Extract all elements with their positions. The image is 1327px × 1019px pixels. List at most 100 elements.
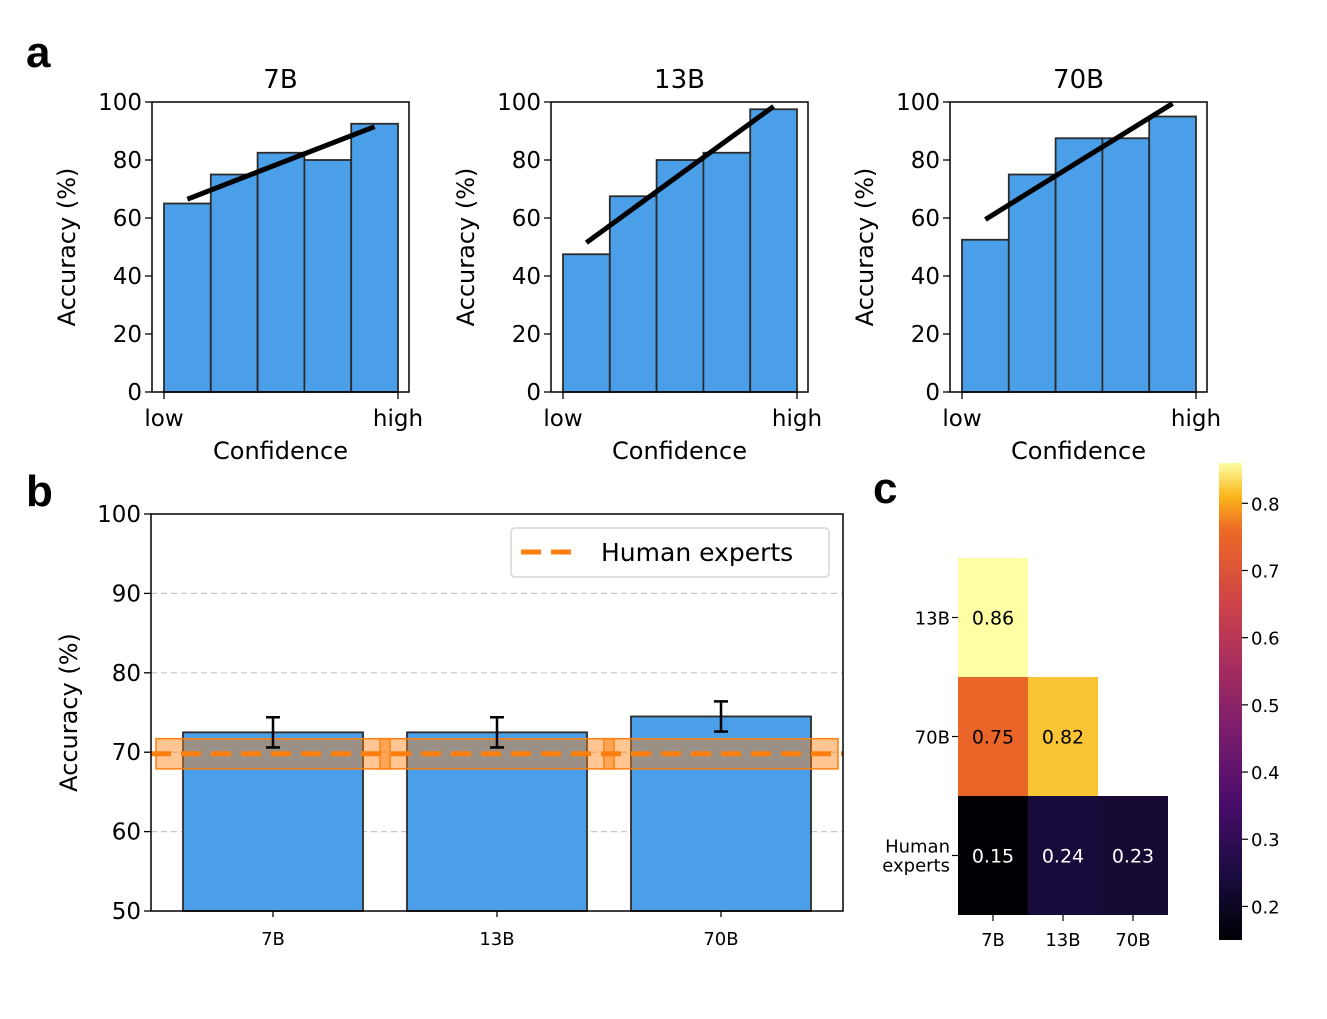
y-axis-label: Accuracy (%) [53,168,81,327]
y-tick-label: 0 [526,380,541,406]
x-tick-label-low: low [942,406,981,432]
y-tick-label: 80 [911,148,940,174]
y-tick-label: 90 [112,581,141,607]
colorbar [1219,463,1242,940]
legend: Human experts [510,527,830,578]
y-tick-label: 40 [911,264,940,290]
y-tick-label: 40 [512,264,541,290]
heatmap-cell-label: 0.15 [972,846,1014,868]
x-tick-label-low: low [543,406,582,432]
y-tick-label: 80 [112,661,141,687]
y-axis-label: Accuracy (%) [55,633,83,792]
bar-bin5 [749,108,798,393]
y-tick-label: 80 [113,148,142,174]
heatmap-cell [1028,796,1098,915]
legend-label: Human experts [601,538,793,567]
heatmap-cell-label: 0.24 [1042,846,1084,868]
y-tick-label: 100 [497,90,541,116]
heatmap-cell-label: 0.82 [1042,727,1084,749]
y-axis-label: Accuracy (%) [851,168,879,327]
y-tick-label: 60 [113,206,142,232]
colorbar-tick-label: 0.4 [1251,763,1280,784]
trend-line [984,101,1174,222]
bar-bin3 [655,159,705,393]
y-axis-label: Accuracy (%) [452,168,480,327]
colorbar-tick-label: 0.7 [1251,561,1280,582]
y-tick-label: 20 [911,322,940,348]
bar-bin2 [209,173,259,393]
y-tick-label: 70 [112,740,141,766]
bar-bin1 [961,238,1010,393]
bar-bin3 [1054,137,1104,393]
x-tick-label-high: high [373,406,423,432]
trend-line [186,124,376,202]
col-label: 7B [981,930,1005,951]
y-tick-label: 20 [113,322,142,348]
panel-letter-c: c [873,464,897,513]
panel-letter-a: a [26,28,51,77]
x-tick-label-low: low [144,406,183,432]
bar-bin4 [303,159,353,393]
y-tick-label: 0 [925,380,940,406]
legend-box [510,527,830,578]
row-label-line2: experts [882,856,950,877]
axes-frame [949,101,1208,393]
y-tick-label: 60 [112,820,141,846]
colorbar-tick-label: 0.5 [1251,696,1280,717]
heatmap-cell [958,677,1028,796]
y-tick-label: 100 [896,90,940,116]
bar-bin5 [1148,115,1197,393]
x-tick-label-high: high [1171,406,1221,432]
y-tick-label: 100 [97,502,141,528]
axes-frame [151,101,410,393]
axes-frame [550,101,809,393]
x-axis-label: Confidence [213,437,348,465]
subplot-7B: 0 20 40 60 80 100 low high 7B Confidence Accuracy … [53,65,423,465]
bar-70B [630,715,812,912]
bar-bin2 [1007,173,1057,393]
x-tick-label-13B: 13B [479,929,514,950]
axes-frame [150,513,844,912]
x-tick-label-70B: 70B [703,929,738,950]
bar-13B [406,731,588,912]
x-axis-label: Confidence [612,437,747,465]
bar-bin4 [1101,137,1151,393]
bar-bin3 [256,151,306,393]
bar-bin5 [350,122,399,393]
subplot-title: 13B [654,65,705,95]
heatmap-cell [1028,677,1098,796]
heatmap-cell [958,796,1028,915]
y-tick-label: 100 [98,90,142,116]
row-label: 70B [915,728,950,749]
bar-bin4 [702,151,752,393]
col-label: 70B [1115,930,1150,951]
heatmap-cell [958,558,1028,677]
row-label: 13B [915,609,950,630]
panel-letter-b: b [26,467,53,516]
panel-b-chart: 7B 13B 70B 50 60 70 80 90 100 Accuracy (%) Human e… [55,502,844,950]
bar-bin1 [163,202,212,393]
trend-line [584,104,776,245]
heatmap-cell-label: 0.23 [1112,846,1154,868]
panel-c-heatmap: 0.86 0.75 0.82 0.15 0.24 0.23 13B 70B Humanexper… [882,463,1280,951]
colorbar-tick-label: 0.3 [1251,830,1280,851]
x-axis-label: Confidence [1011,437,1146,465]
y-tick-label: 50 [112,899,141,925]
bar-bin2 [608,195,658,393]
y-tick-label: 80 [512,148,541,174]
subplot-70B: 0 20 40 60 80 100 low high 70B Confidence Accuracy… [851,65,1221,465]
subplot-13B: 0 20 40 60 80 100 low high 13B Confidence Accuracy… [452,65,822,465]
heatmap-cell [1098,796,1168,915]
heatmap-cell-label: 0.75 [972,727,1014,749]
bar-bin1 [562,253,611,393]
colorbar-tick-label: 0.6 [1251,629,1280,650]
colorbar-tick-label: 0.2 [1251,897,1280,918]
y-tick-label: 40 [113,264,142,290]
colorbar-tick-label: 0.8 [1251,494,1280,515]
col-label: 13B [1045,930,1080,951]
subplot-title: 7B [263,65,297,95]
subplot-title: 70B [1053,65,1104,95]
row-label-line1: Human [885,837,950,858]
panel-a-charts: 0 20 40 60 80 100 low high 7B Confidence Accuracy … [53,65,1221,465]
